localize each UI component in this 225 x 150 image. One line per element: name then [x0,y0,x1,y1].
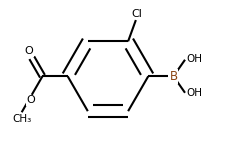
Text: Cl: Cl [130,9,141,19]
Text: CH₃: CH₃ [12,114,31,123]
Text: B: B [169,70,177,83]
Text: OH: OH [185,88,201,98]
Text: O: O [25,46,34,56]
Text: O: O [27,95,35,105]
Text: OH: OH [185,54,201,64]
